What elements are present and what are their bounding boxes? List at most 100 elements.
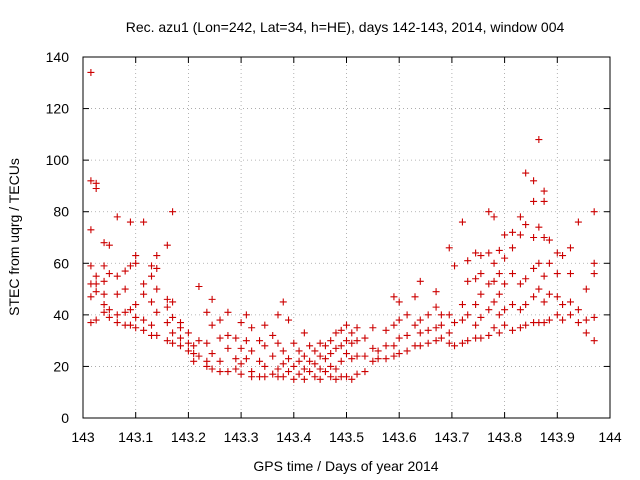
data-point — [432, 288, 440, 296]
data-point — [477, 252, 485, 260]
data-point — [495, 311, 503, 319]
data-point — [337, 326, 345, 334]
data-point — [126, 321, 134, 329]
data-point — [553, 293, 561, 301]
data-point — [485, 331, 493, 339]
data-point — [87, 68, 95, 76]
data-point — [195, 282, 203, 290]
data-point — [582, 285, 590, 293]
data-point — [477, 270, 485, 278]
data-point — [501, 306, 509, 314]
data-point — [224, 344, 232, 352]
data-point — [300, 352, 308, 360]
data-point — [559, 252, 567, 260]
data-point — [208, 365, 216, 373]
data-point — [295, 357, 303, 365]
data-point — [92, 280, 100, 288]
y-tick-label: 100 — [46, 152, 70, 168]
data-point — [445, 311, 453, 319]
x-tick-label: 143.7 — [434, 429, 469, 445]
data-point — [208, 295, 216, 303]
data-point — [311, 373, 319, 381]
data-point — [530, 177, 538, 185]
data-point — [553, 311, 561, 319]
data-point — [169, 313, 177, 321]
data-point — [395, 316, 403, 324]
data-point — [472, 321, 480, 329]
data-point — [395, 298, 403, 306]
data-point — [105, 306, 113, 314]
x-tick-label: 143.8 — [487, 429, 522, 445]
data-point — [348, 355, 356, 363]
data-point — [369, 357, 377, 365]
data-point — [530, 197, 538, 205]
data-point — [163, 319, 171, 327]
data-point — [411, 293, 419, 301]
data-point — [332, 375, 340, 383]
data-point — [566, 270, 574, 278]
data-point — [490, 298, 498, 306]
data-point — [432, 303, 440, 311]
data-point — [269, 352, 277, 360]
data-point — [501, 254, 509, 262]
data-point — [332, 344, 340, 352]
data-point — [176, 342, 184, 350]
data-point — [458, 218, 466, 226]
data-point — [509, 326, 517, 334]
data-point — [203, 339, 211, 347]
data-point — [121, 285, 129, 293]
x-tick-label: 143.6 — [382, 429, 417, 445]
data-point — [458, 316, 466, 324]
data-point — [195, 352, 203, 360]
data-point — [437, 334, 445, 342]
data-point — [559, 316, 567, 324]
data-point — [169, 329, 177, 337]
data-point — [590, 313, 598, 321]
data-point — [140, 218, 148, 226]
data-point — [535, 259, 543, 267]
data-point — [574, 319, 582, 327]
data-point — [522, 275, 530, 283]
data-point — [300, 375, 308, 383]
data-point — [332, 365, 340, 373]
data-point — [424, 326, 432, 334]
data-point — [574, 306, 582, 314]
data-point — [190, 357, 198, 365]
data-point — [540, 319, 548, 327]
data-point — [279, 298, 287, 306]
data-point — [105, 241, 113, 249]
data-point — [353, 337, 361, 345]
data-point — [369, 324, 377, 332]
data-point — [485, 280, 493, 288]
data-point — [113, 213, 121, 221]
data-point — [369, 344, 377, 352]
data-point — [132, 252, 140, 260]
data-point — [153, 308, 161, 316]
data-point — [126, 262, 134, 270]
data-point — [269, 370, 277, 378]
data-point — [261, 362, 269, 370]
data-point — [590, 337, 598, 345]
data-point — [237, 344, 245, 352]
data-point — [321, 368, 329, 376]
data-point — [458, 301, 466, 309]
data-point — [464, 337, 472, 345]
data-point — [100, 301, 108, 309]
data-point — [113, 311, 121, 319]
data-point — [432, 324, 440, 332]
data-point — [121, 267, 129, 275]
data-point — [545, 290, 553, 298]
data-point — [464, 311, 472, 319]
data-point — [285, 368, 293, 376]
data-point — [190, 342, 198, 350]
data-point — [140, 280, 148, 288]
data-point — [321, 342, 329, 350]
y-tick-label: 60 — [53, 255, 69, 271]
data-point — [535, 285, 543, 293]
data-point — [343, 373, 350, 381]
data-point — [361, 352, 369, 360]
data-point — [126, 306, 134, 314]
data-point — [87, 262, 95, 270]
data-point — [445, 339, 453, 347]
